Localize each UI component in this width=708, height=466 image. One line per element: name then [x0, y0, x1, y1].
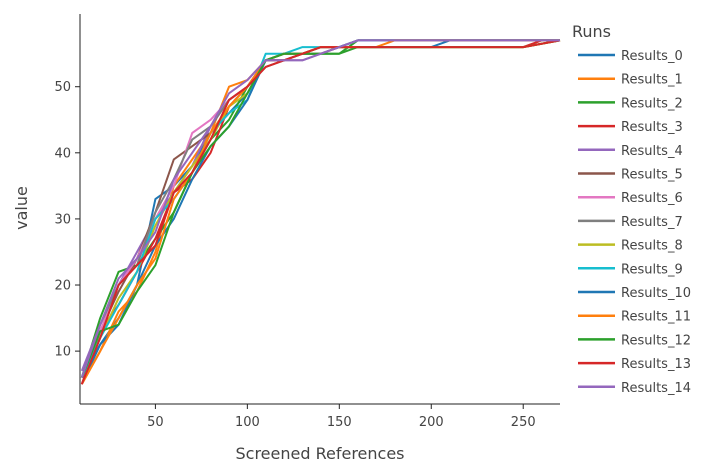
series-line-13 — [80, 39, 561, 385]
legend: Runs Results_0 Results_1 Results_2 Results_… — [572, 22, 691, 396]
legend-label-8: Results_8 — [621, 239, 683, 254]
legend-label-7: Results_7 — [621, 215, 683, 230]
legend-title: Runs — [572, 22, 611, 41]
legend-label-5: Results_5 — [621, 168, 683, 183]
x-axis-ticks: 50 100 150 200 250 — [147, 404, 536, 430]
legend-label-9: Results_9 — [621, 262, 683, 277]
x-axis-title: Screened References — [236, 444, 405, 463]
y-tick-label: 20 — [54, 279, 71, 294]
legend-label-1: Results_1 — [621, 73, 683, 88]
legend-label-10: Results_10 — [621, 286, 691, 301]
plot-area — [80, 39, 561, 385]
legend-label-0: Results_0 — [621, 49, 683, 64]
x-tick-label: 50 — [147, 415, 164, 430]
legend-label-14: Results_14 — [621, 381, 691, 396]
y-tick-label: 30 — [54, 212, 71, 227]
legend-label-3: Results_3 — [621, 120, 683, 135]
series-line-0 — [80, 39, 560, 379]
x-tick-label: 100 — [235, 415, 260, 430]
series-line-14 — [80, 39, 560, 378]
legend-label-6: Results_6 — [621, 191, 683, 206]
legend-label-2: Results_2 — [621, 96, 683, 111]
x-tick-label: 250 — [511, 415, 536, 430]
y-axis-ticks: 10 20 30 40 50 — [54, 80, 80, 360]
legend-label-12: Results_12 — [621, 333, 691, 348]
x-tick-label: 150 — [327, 415, 352, 430]
legend-label-4: Results_4 — [621, 144, 683, 159]
y-tick-label: 10 — [54, 345, 71, 360]
y-tick-label: 40 — [54, 146, 71, 161]
x-tick-label: 200 — [419, 415, 444, 430]
y-axis-title: value — [12, 186, 31, 230]
legend-label-13: Results_13 — [621, 357, 691, 372]
legend-label-11: Results_11 — [621, 310, 691, 325]
y-tick-label: 50 — [54, 80, 71, 95]
